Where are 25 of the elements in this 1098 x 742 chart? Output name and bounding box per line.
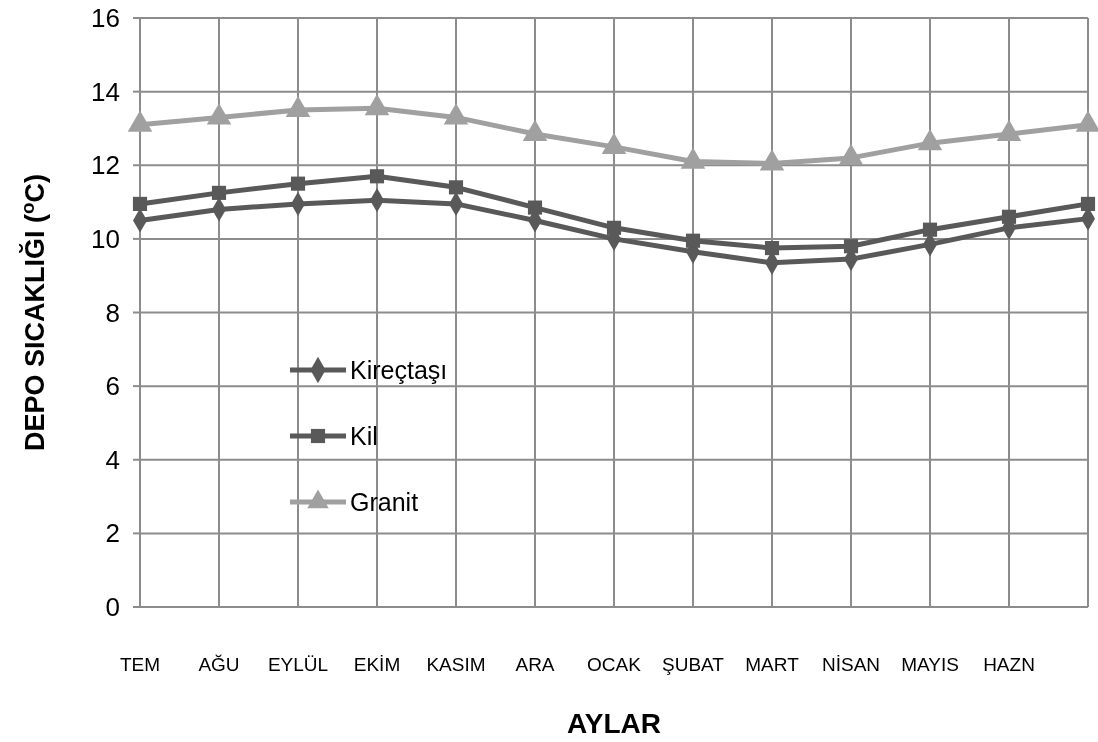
y-tick-label: 12 (91, 150, 120, 181)
y-tick-label: 14 (91, 76, 120, 107)
x-tick-label: OCAK (587, 654, 642, 675)
y-tick-label: 6 (105, 371, 120, 402)
x-axis-title: AYLAR (567, 708, 661, 739)
legend-label: Kil (350, 421, 378, 450)
legend-label: Granit (350, 487, 419, 516)
x-tick-label: AĞU (198, 654, 240, 675)
legend-label: Kireçtaşı (350, 355, 448, 384)
x-tick-label: MAYIS (901, 654, 959, 675)
x-tick-label: MART (745, 654, 800, 675)
x-tick-label: TEM (119, 654, 161, 675)
y-tick-label: 8 (105, 297, 120, 328)
y-tick-label: 2 (105, 518, 120, 549)
y-tick-label: 0 (105, 592, 120, 623)
x-tick-label: ŞUBAT (662, 654, 725, 675)
y-tick-label: 4 (105, 444, 120, 475)
x-tick-label: HAZN (983, 654, 1035, 675)
x-tick-label: EYLÜL (267, 654, 329, 675)
x-tick-label: EKİM (353, 654, 401, 675)
x-tick-label: KASIM (426, 654, 486, 675)
x-tick-label: NİSAN (821, 654, 881, 675)
y-tick-label: 10 (91, 223, 120, 254)
x-tick-label: ARA (515, 654, 555, 675)
y-tick-label: 16 (91, 3, 120, 34)
